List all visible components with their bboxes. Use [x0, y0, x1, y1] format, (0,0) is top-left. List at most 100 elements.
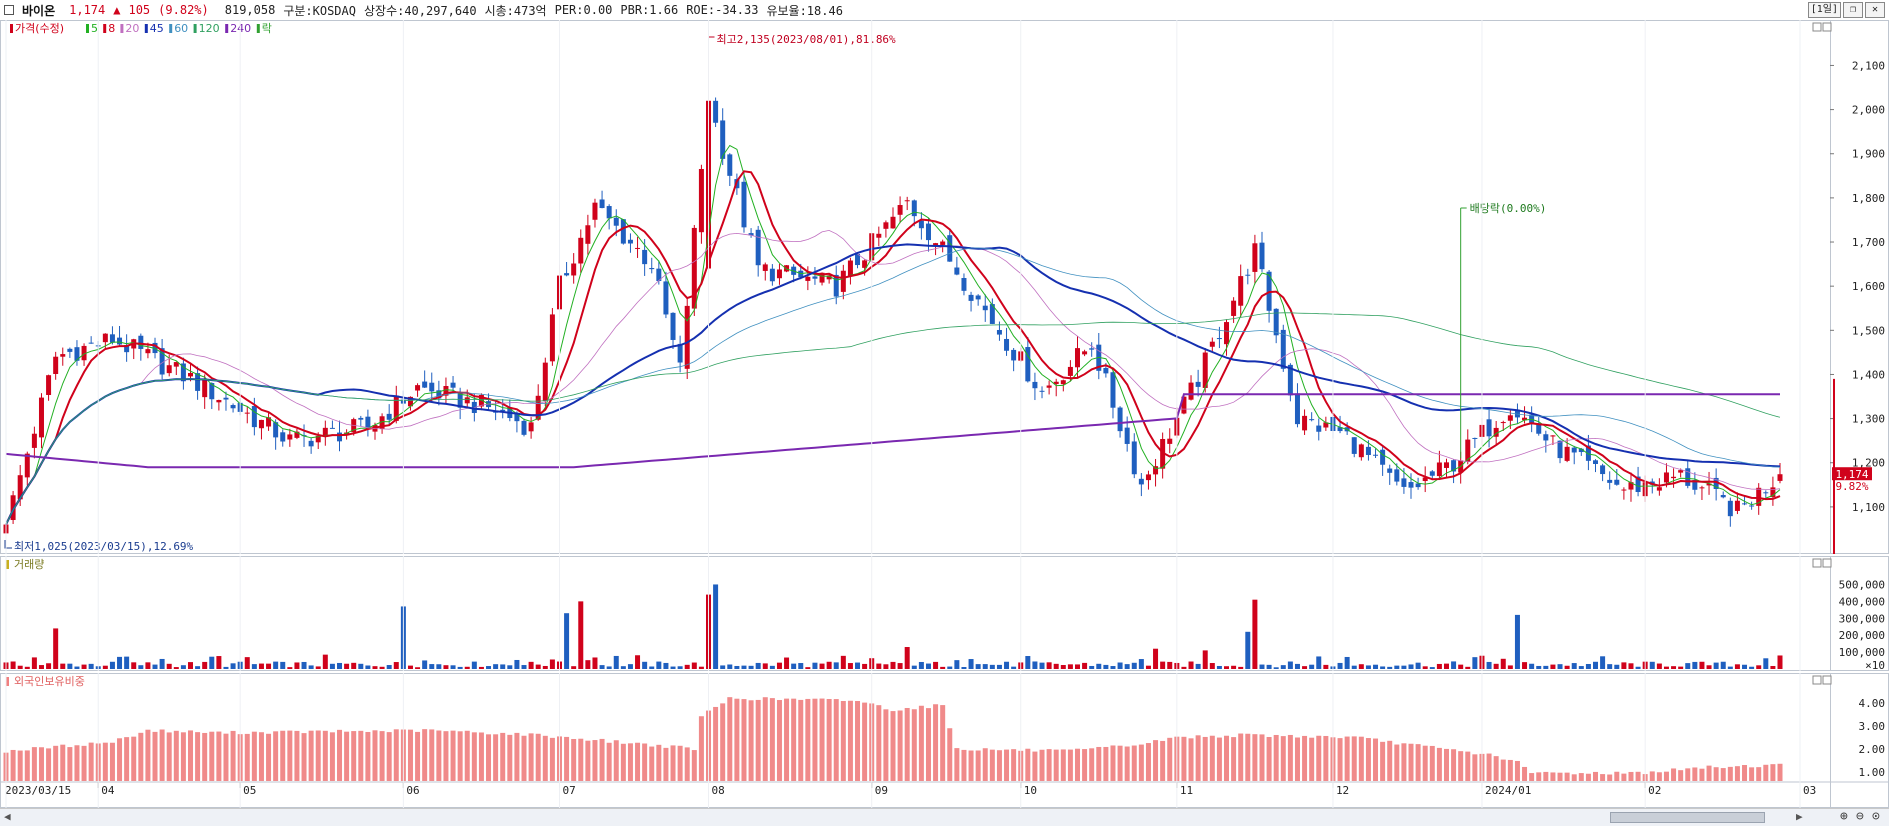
- current-price-axis-label: 1,174: [1835, 468, 1868, 481]
- legend-swatch: [144, 24, 148, 33]
- volume-bar: [741, 665, 747, 669]
- foreign-bar: [244, 733, 250, 781]
- volume-bar: [1451, 661, 1457, 669]
- volume-bar: [1060, 665, 1066, 669]
- candle-body: [982, 305, 988, 311]
- date-label: 10: [1024, 784, 1037, 797]
- candle-body: [755, 229, 761, 266]
- volume-bar: [791, 663, 797, 669]
- foreign-bar: [266, 733, 272, 781]
- foreign-bar: [1522, 766, 1528, 781]
- candle-body: [216, 399, 222, 403]
- volume-bar: [805, 667, 811, 669]
- chart-scrollbar[interactable]: ◀ ▶ ⊕ ⊖ ⊙: [0, 808, 1889, 826]
- volume-bar: [954, 660, 960, 669]
- ma20-line: [5, 229, 1781, 525]
- volume-bar: [493, 664, 499, 669]
- stock-chart[interactable]: 2,100 2,000 1,900 1,800 1,700 1,600 1,500 1,400…: [0, 20, 1889, 808]
- candle-body: [53, 356, 59, 374]
- restore-window-icon[interactable]: ❐: [1843, 2, 1863, 18]
- volume-bar: [1692, 661, 1698, 669]
- volume-panel-max-icon: [1822, 558, 1832, 568]
- volume-bar: [1628, 663, 1634, 669]
- zoom-in-icon[interactable]: ⊕: [1840, 809, 1848, 824]
- volume-bar: [1770, 665, 1776, 669]
- volume-bar: [53, 628, 59, 669]
- candle-body: [1756, 487, 1762, 506]
- candle-body: [840, 270, 846, 292]
- candle-body: [1429, 471, 1435, 476]
- foreign-bar: [819, 698, 825, 781]
- volume-bar: [407, 665, 413, 669]
- foreign-bar: [1401, 743, 1407, 781]
- volume-bar: [1145, 665, 1151, 669]
- candle-body: [1273, 308, 1279, 336]
- candle-body: [968, 294, 974, 301]
- candle-body: [294, 431, 300, 438]
- period-button[interactable]: [1일]: [1807, 2, 1841, 18]
- candle-body: [464, 397, 470, 404]
- window-checkbox-icon[interactable]: [4, 5, 14, 15]
- volume-bar: [1131, 662, 1137, 669]
- candle-body: [117, 337, 123, 345]
- foreign-bar: [1096, 746, 1102, 781]
- candle-body: [826, 275, 832, 280]
- volume-bar: [982, 664, 988, 669]
- volume-bar: [933, 661, 939, 669]
- candle-body: [287, 434, 293, 440]
- date-label: 04: [101, 784, 115, 797]
- volume-bar: [1309, 664, 1315, 669]
- candle-body: [713, 100, 719, 123]
- foreign-bar: [258, 732, 264, 781]
- market-cap: 시총:473억: [484, 3, 547, 18]
- scroll-thumb[interactable]: [1610, 812, 1765, 823]
- candle-body: [1628, 482, 1634, 490]
- foreign-legend-swatch: [6, 677, 9, 686]
- scroll-right-icon[interactable]: ▶: [1796, 810, 1803, 823]
- candle-body: [1749, 505, 1755, 507]
- foreign-bar: [826, 699, 832, 781]
- volume-y-label: 200,000: [1839, 629, 1885, 642]
- foreign-bar: [159, 729, 165, 781]
- candle-body: [727, 154, 733, 176]
- candle-body: [1436, 462, 1442, 477]
- foreign-bar: [1635, 771, 1641, 781]
- volume-bar: [1756, 665, 1762, 669]
- foreign-bar: [1287, 734, 1293, 781]
- candle-body: [1316, 425, 1322, 432]
- candle-body: [642, 249, 648, 265]
- volume-bar: [1777, 655, 1783, 669]
- volume-bar: [1209, 663, 1215, 669]
- legend-swatch: [193, 24, 197, 33]
- price-y-label: 1,900: [1852, 148, 1885, 161]
- foreign-bar: [88, 742, 94, 781]
- foreign-bar: [961, 749, 967, 781]
- zoom-out-icon[interactable]: ⊖: [1856, 809, 1864, 824]
- scroll-left-icon[interactable]: ◀: [4, 810, 11, 823]
- candle-body: [855, 253, 861, 266]
- foreign-y-label: 1.00: [1859, 766, 1886, 779]
- volume-bar: [1153, 648, 1159, 669]
- candle-body: [514, 413, 520, 422]
- candle-body: [457, 391, 463, 408]
- foreign-bar: [1486, 753, 1492, 781]
- date-label: 09: [875, 784, 888, 797]
- foreign-bar: [102, 742, 108, 781]
- volume-bar: [308, 665, 314, 669]
- zoom-reset-icon[interactable]: ⊙: [1872, 809, 1880, 824]
- volume-bar: [720, 665, 726, 669]
- volume-bar: [1053, 663, 1059, 669]
- close-window-icon[interactable]: ✕: [1865, 2, 1885, 18]
- foreign-bar: [1451, 749, 1457, 781]
- foreign-bar: [1699, 768, 1705, 781]
- candle-body: [24, 453, 30, 478]
- volume-bar: [1529, 663, 1535, 669]
- volume-bar: [1231, 665, 1237, 669]
- candle-body: [542, 362, 548, 401]
- foreign-bar: [1720, 768, 1726, 781]
- volume-bar: [1763, 658, 1769, 669]
- volume-bar: [351, 662, 357, 669]
- candle-body: [1160, 438, 1166, 469]
- candle-body: [1053, 381, 1059, 385]
- volume-bar: [1734, 664, 1740, 669]
